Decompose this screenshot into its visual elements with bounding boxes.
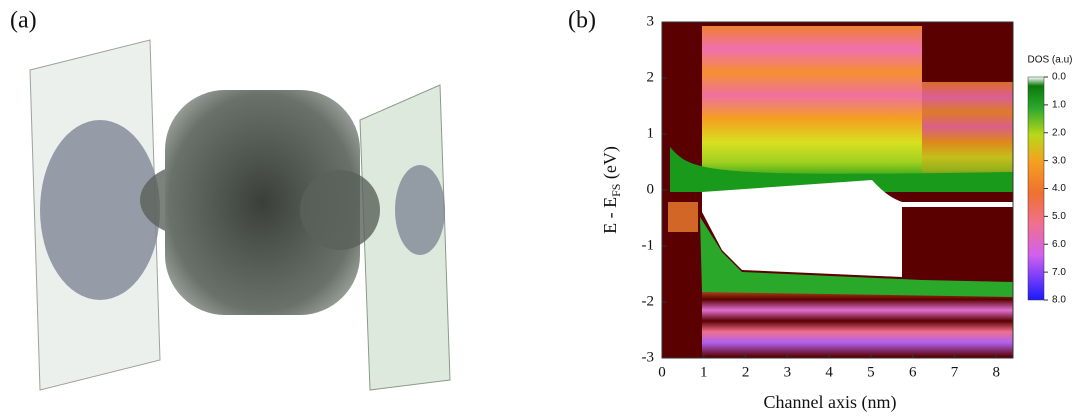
y-label-sub: FS (609, 184, 623, 197)
y-axis-label: E - EFS (eV) (600, 146, 623, 234)
x-tick-label: 7 (951, 364, 959, 380)
colorbar-tick-label: 2.0 (1052, 127, 1066, 138)
colorbar-tick-label: 6.0 (1052, 239, 1066, 250)
colorbar-tick-label: 8.0 (1052, 295, 1066, 306)
x-tick-label: 8 (993, 364, 1001, 380)
colorbar-tick-label: 3.0 (1052, 155, 1066, 166)
y-tick-label: 1 (647, 125, 655, 141)
y-tick-label: 3 (647, 13, 655, 29)
x-tick-label: 6 (909, 364, 917, 380)
colorbar-tick-label: 0.0 (1052, 72, 1066, 83)
colorbar-tick-label: 7.0 (1052, 267, 1066, 278)
y-tick-label: -3 (642, 349, 655, 365)
panel-label: (b) (568, 8, 596, 34)
colorbar (1028, 77, 1044, 300)
colorbar-tick-label: 4.0 (1052, 183, 1066, 194)
y-tick-label: 0 (647, 181, 655, 197)
figure: (a) (b) Channel axis (nm) E - EFS (eV) D… (0, 0, 1088, 417)
y-label-main: E - E (600, 197, 620, 234)
y-tick-label: -2 (642, 293, 655, 309)
x-tick-label: 5 (867, 364, 875, 380)
x-tick-label: 4 (825, 364, 833, 380)
colorbar-title: DOS (a.u) (1027, 55, 1072, 66)
colorbar-tick-label: 1.0 (1052, 100, 1066, 111)
x-tick-label: 2 (742, 364, 750, 380)
y-tick-label: 2 (647, 69, 655, 85)
y-tick-label: -1 (642, 237, 655, 253)
left-edge (668, 202, 698, 232)
molecule-render (30, 40, 450, 390)
x-axis-label: Channel axis (nm) (764, 392, 897, 413)
upper-band (702, 26, 922, 181)
upper-band (922, 82, 1013, 182)
x-tick-label: 0 (658, 364, 666, 380)
x-tick-label: 3 (784, 364, 792, 380)
heatmap (662, 22, 1013, 358)
panel-label: (a) (10, 8, 37, 34)
colorbar-tick-label: 5.0 (1052, 211, 1066, 222)
y-label-unit: (eV) (600, 146, 621, 183)
x-tick-label: 1 (700, 364, 708, 380)
